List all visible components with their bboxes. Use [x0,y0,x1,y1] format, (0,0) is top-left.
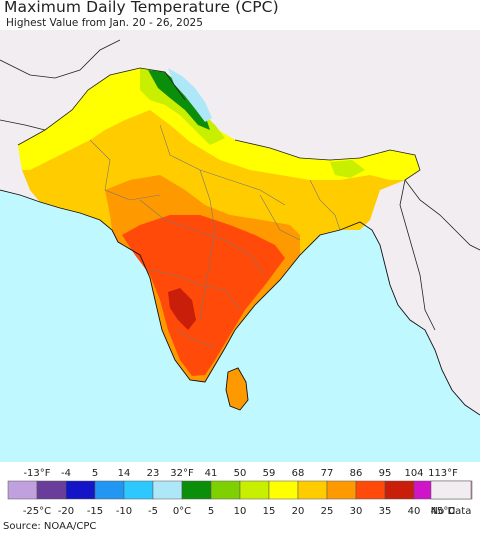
legend-swatch [326,480,357,500]
legend-fahrenheit-label: 68 [292,468,305,479]
legend-swatch [239,480,270,500]
legend-celsius-label: 10 [234,506,247,517]
legend-fahrenheit-label: 14 [118,468,131,479]
temperature-field [18,68,420,410]
source-credit: Source: NOAA/CPC [3,521,97,532]
color-legend: -13°F -4 5 14 23 32°F 41 50 59 68 77 86 95 104 113°F -2… [0,462,480,536]
legend-swatch [123,480,154,500]
legend-swatch [268,480,299,500]
legend-celsius-label: 40 [408,506,421,517]
legend-celsius-label: -25°C [23,506,51,517]
legend-fahrenheit-label: 95 [379,468,392,479]
legend-fahrenheit-label: -13°F [23,468,50,479]
legend-celsius-label: -20 [58,506,74,517]
legend-celsius-label: 30 [350,506,363,517]
legend-fahrenheit-label: 77 [321,468,334,479]
state-borders [89,124,341,349]
legend-swatch [65,480,96,500]
legend-fahrenheit-label: -4 [61,468,71,479]
legend-swatch [152,480,183,500]
country-borders [0,39,480,331]
legend-swatch [181,480,212,500]
legend-swatch [384,480,415,500]
legend-celsius-label: 45°C [431,506,456,517]
legend-fahrenheit-label: 86 [350,468,363,479]
map-title: Maximum Daily Temperature (CPC) [4,0,279,16]
legend-celsius-label: 0°C [173,506,191,517]
legend-swatch [7,480,38,500]
coastline [0,189,480,416]
legend-fahrenheit-label: 5 [92,468,98,479]
legend-no-data-label: No Data [431,506,472,517]
temperature-map [0,30,480,462]
legend-celsius-label: -5 [148,506,158,517]
legend-celsius-label: 35 [379,506,392,517]
legend-no-data-swatch [430,480,472,500]
legend-celsius-label: 15 [263,506,276,517]
legend-fahrenheit-label: 50 [234,468,247,479]
ocean-area [0,190,480,462]
legend-swatch [297,480,328,500]
legend-celsius-label: -15 [87,506,103,517]
legend-celsius-label: -10 [116,506,132,517]
map-subtitle: Highest Value from Jan. 20 - 26, 2025 [6,17,203,29]
legend-fahrenheit-label: 104 [404,468,423,479]
legend-celsius-label: 5 [208,506,214,517]
legend-fahrenheit-label: 113°F [428,468,458,479]
legend-swatch [355,480,386,500]
legend-fahrenheit-label: 59 [263,468,276,479]
legend-swatch [36,480,67,500]
legend-fahrenheit-label: 41 [205,468,218,479]
legend-swatch [210,480,241,500]
legend-celsius-label: 20 [292,506,305,517]
legend-swatch [94,480,125,500]
legend-fahrenheit-label: 32°F [170,468,194,479]
legend-fahrenheit-label: 23 [147,468,160,479]
legend-celsius-label: 25 [321,506,334,517]
